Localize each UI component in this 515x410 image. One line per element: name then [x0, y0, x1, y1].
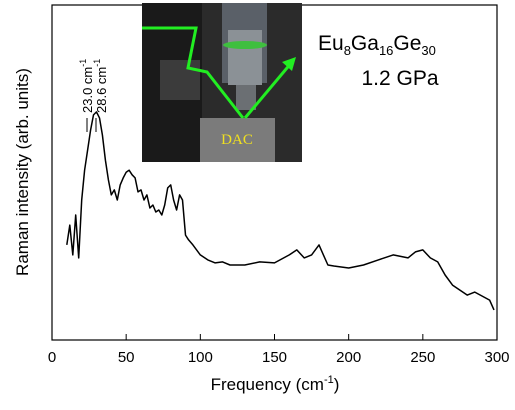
x-tick-label: 200 — [336, 349, 361, 366]
title-sub: 8 — [344, 43, 351, 58]
title-part: Ge — [393, 32, 421, 55]
x-label-part: Frequency (cm — [211, 375, 324, 394]
x-tick-label: 50 — [118, 349, 135, 366]
x-tick-label: 150 — [262, 349, 287, 366]
x-axis-label: Frequency (cm-1) — [211, 374, 340, 394]
annotation-text: 28.6 cm — [94, 67, 109, 113]
annotation: 23.0 cm-1 — [78, 59, 95, 113]
title-part: Ga — [351, 32, 379, 55]
title-sub: 16 — [379, 43, 393, 58]
title-sub: 30 — [421, 43, 435, 58]
spectrum-line — [66, 111, 495, 311]
annotation-text: 23.0 cm — [80, 67, 95, 113]
x-tick-label: 300 — [484, 349, 509, 366]
x-label-part: ) — [334, 375, 340, 394]
inset-photo: DAC — [142, 3, 302, 162]
annotation-sup: -1 — [92, 59, 102, 67]
x-tick-label: 0 — [48, 349, 56, 366]
title-part: Eu — [318, 32, 344, 55]
x-tick-label: 100 — [188, 349, 213, 366]
inset-label: DAC — [221, 132, 253, 148]
x-label-sup: -1 — [324, 374, 334, 386]
chart-subtitle: 1.2 GPa — [361, 67, 438, 90]
chart-title: Eu8Ga16Ge30 — [318, 32, 436, 58]
y-axis-label: Raman intensity (arb. units) — [13, 68, 32, 276]
x-tick-label: 250 — [410, 349, 435, 366]
annotation: 28.6 cm-1 — [92, 59, 109, 113]
annotation-sup: -1 — [78, 59, 88, 67]
